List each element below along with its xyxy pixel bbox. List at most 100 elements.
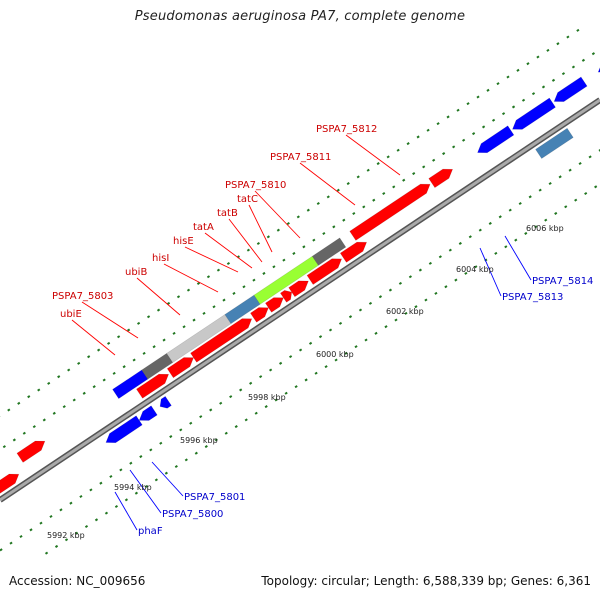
tick-dot	[298, 348, 303, 352]
label-leader-line	[228, 218, 263, 263]
tick-dot	[394, 318, 398, 322]
tick-dot	[87, 355, 91, 359]
tick-dot	[84, 524, 89, 528]
tick-dot	[259, 375, 263, 379]
tick-dot	[89, 488, 93, 492]
feature-red	[16, 440, 46, 463]
tick-dot	[452, 145, 456, 149]
tick-dot	[356, 175, 360, 179]
feature-PSPA7_5810	[311, 237, 347, 266]
tick-dot	[12, 438, 16, 442]
tick-dot	[398, 281, 403, 285]
tick-dot	[456, 108, 460, 112]
tick-dot	[354, 345, 358, 349]
tick-dot	[124, 498, 129, 502]
tick-dot	[472, 132, 476, 136]
tick-dot	[332, 225, 336, 229]
tick-dot	[288, 355, 293, 359]
tick-dot	[262, 271, 266, 275]
tick-dot	[302, 245, 306, 249]
tick-dot	[59, 508, 63, 512]
tick-dot	[52, 411, 56, 415]
feature-PSPA7_5800	[138, 405, 158, 421]
tick-dot-rows	[0, 28, 600, 555]
label-leader-line	[71, 319, 116, 356]
gene-label: hisE	[173, 236, 194, 247]
tick-dot	[162, 338, 166, 342]
feature-hisE	[250, 307, 269, 323]
tick-dot	[242, 285, 246, 289]
label-leader-line	[163, 263, 219, 293]
tick-dot	[226, 261, 231, 265]
tick-dot	[521, 98, 526, 102]
label-leader-line	[184, 246, 239, 273]
tick-dot	[286, 221, 290, 226]
feature-PSPA7_5801	[159, 395, 172, 409]
tick-dot	[172, 331, 176, 335]
tick-dot	[468, 235, 472, 239]
tick-dot	[508, 208, 512, 212]
tick-dot	[69, 501, 73, 505]
tick-dot	[256, 241, 260, 246]
tick-dot	[466, 102, 470, 106]
scale-tick-label: 6002 kbp	[386, 307, 424, 316]
tick-dot	[476, 95, 480, 99]
tick-dot	[222, 298, 226, 302]
tick-dot	[2, 445, 6, 449]
feature-red	[288, 280, 309, 298]
tick-dot	[199, 415, 203, 419]
tick-dot	[386, 155, 390, 159]
tick-dot	[424, 298, 428, 302]
tick-dot	[352, 211, 356, 216]
tick-dot	[0, 548, 3, 552]
tick-dot	[269, 368, 273, 372]
tick-dot	[224, 431, 228, 435]
label-leader-line	[129, 469, 162, 514]
tick-dot	[62, 405, 66, 409]
feature-PSPA7_5813	[535, 127, 574, 159]
tick-dot	[396, 148, 400, 152]
tick-dot	[506, 75, 510, 79]
tick-dot	[134, 491, 138, 495]
tick-dot	[306, 208, 310, 212]
accession-text: Accession: NC_009656	[9, 574, 146, 588]
tick-dot	[29, 528, 33, 532]
tick-dot	[548, 181, 552, 186]
tick-dot	[182, 325, 186, 329]
tick-dot	[19, 534, 23, 538]
tick-dot	[336, 188, 340, 192]
tick-dot	[216, 268, 221, 272]
tick-dot	[576, 28, 580, 32]
tick-dot	[109, 475, 113, 479]
tick-dot	[488, 221, 492, 225]
tick-dot	[448, 248, 452, 252]
tick-dot	[129, 461, 133, 465]
tick-dot	[346, 182, 350, 186]
genome-backbone	[0, 97, 600, 503]
tick-dot	[308, 341, 313, 345]
tick-dot	[304, 378, 308, 382]
tick-dot	[326, 195, 330, 199]
feature-blue	[553, 76, 588, 102]
feature-phaF	[105, 415, 143, 443]
tick-dot	[428, 261, 432, 265]
gene-label: PSPA7_5801	[184, 492, 245, 503]
tick-dot	[184, 458, 188, 462]
genome-summary-text: Topology: circular; Length: 6,588,339 bp…	[261, 574, 591, 588]
tick-dot	[314, 371, 318, 375]
feature-red	[166, 357, 195, 379]
tick-dot	[192, 318, 196, 322]
tick-dot	[254, 411, 258, 415]
label-leaders	[71, 134, 532, 531]
tick-dot	[362, 205, 366, 209]
scale-tick-label: 5994 kbp	[114, 483, 152, 492]
tick-dot	[212, 305, 216, 309]
gene-label: PSPA7_5814	[532, 276, 593, 287]
tick-dot	[541, 85, 546, 89]
tick-dot	[7, 408, 11, 412]
tick-dot	[561, 72, 566, 76]
gene-label: hisI	[152, 253, 169, 264]
tick-dot	[82, 391, 86, 395]
tick-dot	[132, 358, 136, 362]
tick-dot	[518, 201, 522, 205]
